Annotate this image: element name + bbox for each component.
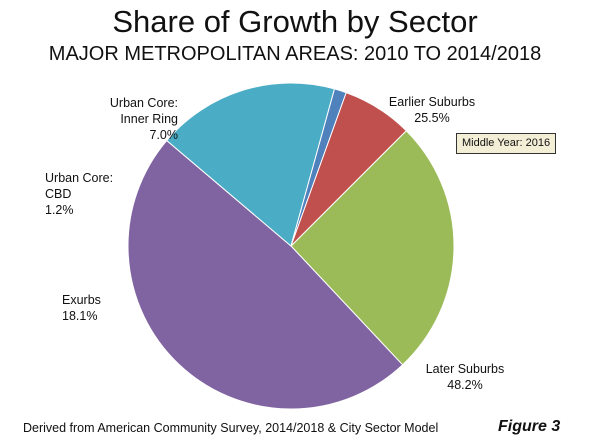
- label-exurbs-value: 18.1%: [62, 309, 98, 323]
- chart-subtitle: MAJOR METROPOLITAN AREAS: 2010 TO 2014/2…: [48, 43, 542, 65]
- middle-year-note: Middle Year: 2016: [456, 133, 557, 154]
- label-later-suburbs-value: 48.2%: [447, 378, 483, 392]
- pie-slice-earlier-suburbs: [290, 130, 455, 366]
- label-earlier-suburbs: Earlier Suburbs 25.5%: [352, 94, 512, 126]
- label-urban-core-cbd-line2: CBD: [45, 187, 72, 201]
- pie-slice-later-suburbs: [127, 139, 404, 410]
- label-urban-core-cbd-value: 1.2%: [45, 203, 74, 217]
- label-later-suburbs: Later Suburbs 48.2%: [412, 361, 518, 393]
- source-note: Derived from American Community Survey, …: [23, 421, 439, 435]
- label-urban-core-cbd-line1: Urban Core:: [45, 171, 114, 185]
- label-earlier-suburbs-name: Earlier Suburbs: [388, 95, 476, 109]
- pie-slice-exurbs: [166, 82, 336, 247]
- label-urban-core-inner-ring-line2: Inner Ring: [120, 112, 178, 126]
- label-exurbs: Exurbs 18.1%: [62, 292, 142, 324]
- label-urban-core-inner-ring-value: 7.0%: [149, 128, 179, 142]
- pie-slice-urban-core-inner-ring: [290, 92, 407, 247]
- chart-title: Share of Growth by Sector: [112, 4, 478, 39]
- label-urban-core-cbd: Urban Core: CBD 1.2%: [45, 170, 115, 218]
- label-earlier-suburbs-value: 25.5%: [414, 111, 450, 125]
- label-urban-core-inner-ring: Urban Core: Inner Ring 7.0%: [60, 95, 178, 143]
- figure-label: Figure 3: [498, 418, 561, 435]
- label-later-suburbs-name: Later Suburbs: [425, 362, 505, 376]
- label-urban-core-inner-ring-line1: Urban Core:: [109, 96, 178, 110]
- label-exurbs-name: Exurbs: [62, 293, 101, 307]
